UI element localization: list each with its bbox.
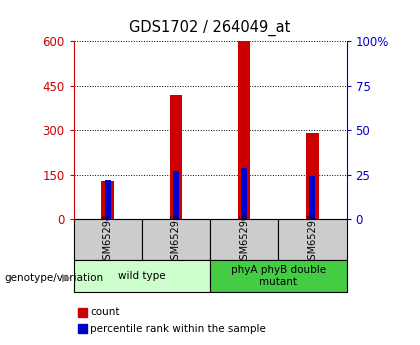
Text: GDS1702 / 264049_at: GDS1702 / 264049_at bbox=[129, 19, 291, 36]
Text: GSM65296: GSM65296 bbox=[239, 213, 249, 266]
FancyBboxPatch shape bbox=[74, 219, 142, 260]
Bar bbox=[105, 180, 111, 219]
Text: count: count bbox=[90, 307, 120, 317]
Bar bbox=[241, 168, 247, 219]
Text: ▶: ▶ bbox=[62, 273, 71, 283]
Text: GSM65297: GSM65297 bbox=[307, 213, 318, 266]
FancyBboxPatch shape bbox=[142, 219, 210, 260]
FancyBboxPatch shape bbox=[210, 219, 278, 260]
Bar bbox=[173, 171, 179, 219]
Text: GSM65294: GSM65294 bbox=[102, 213, 113, 266]
Bar bbox=[306, 133, 318, 219]
Bar bbox=[238, 41, 250, 219]
FancyBboxPatch shape bbox=[278, 219, 346, 260]
Text: percentile rank within the sample: percentile rank within the sample bbox=[90, 324, 266, 334]
Text: wild type: wild type bbox=[118, 271, 165, 281]
Bar bbox=[170, 95, 182, 219]
Text: GSM65295: GSM65295 bbox=[171, 213, 181, 266]
Text: phyA phyB double
mutant: phyA phyB double mutant bbox=[231, 265, 326, 287]
Text: genotype/variation: genotype/variation bbox=[4, 273, 103, 283]
Bar bbox=[102, 180, 114, 219]
FancyBboxPatch shape bbox=[74, 260, 210, 292]
FancyBboxPatch shape bbox=[210, 260, 346, 292]
Bar bbox=[309, 176, 315, 219]
